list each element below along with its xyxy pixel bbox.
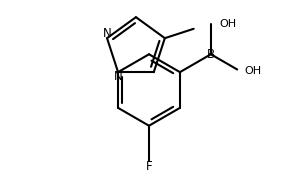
Text: B: B bbox=[207, 48, 215, 61]
Text: F: F bbox=[146, 160, 152, 173]
Text: OH: OH bbox=[220, 19, 237, 29]
Text: OH: OH bbox=[244, 66, 261, 76]
Text: N: N bbox=[114, 70, 122, 83]
Text: N: N bbox=[103, 27, 111, 40]
